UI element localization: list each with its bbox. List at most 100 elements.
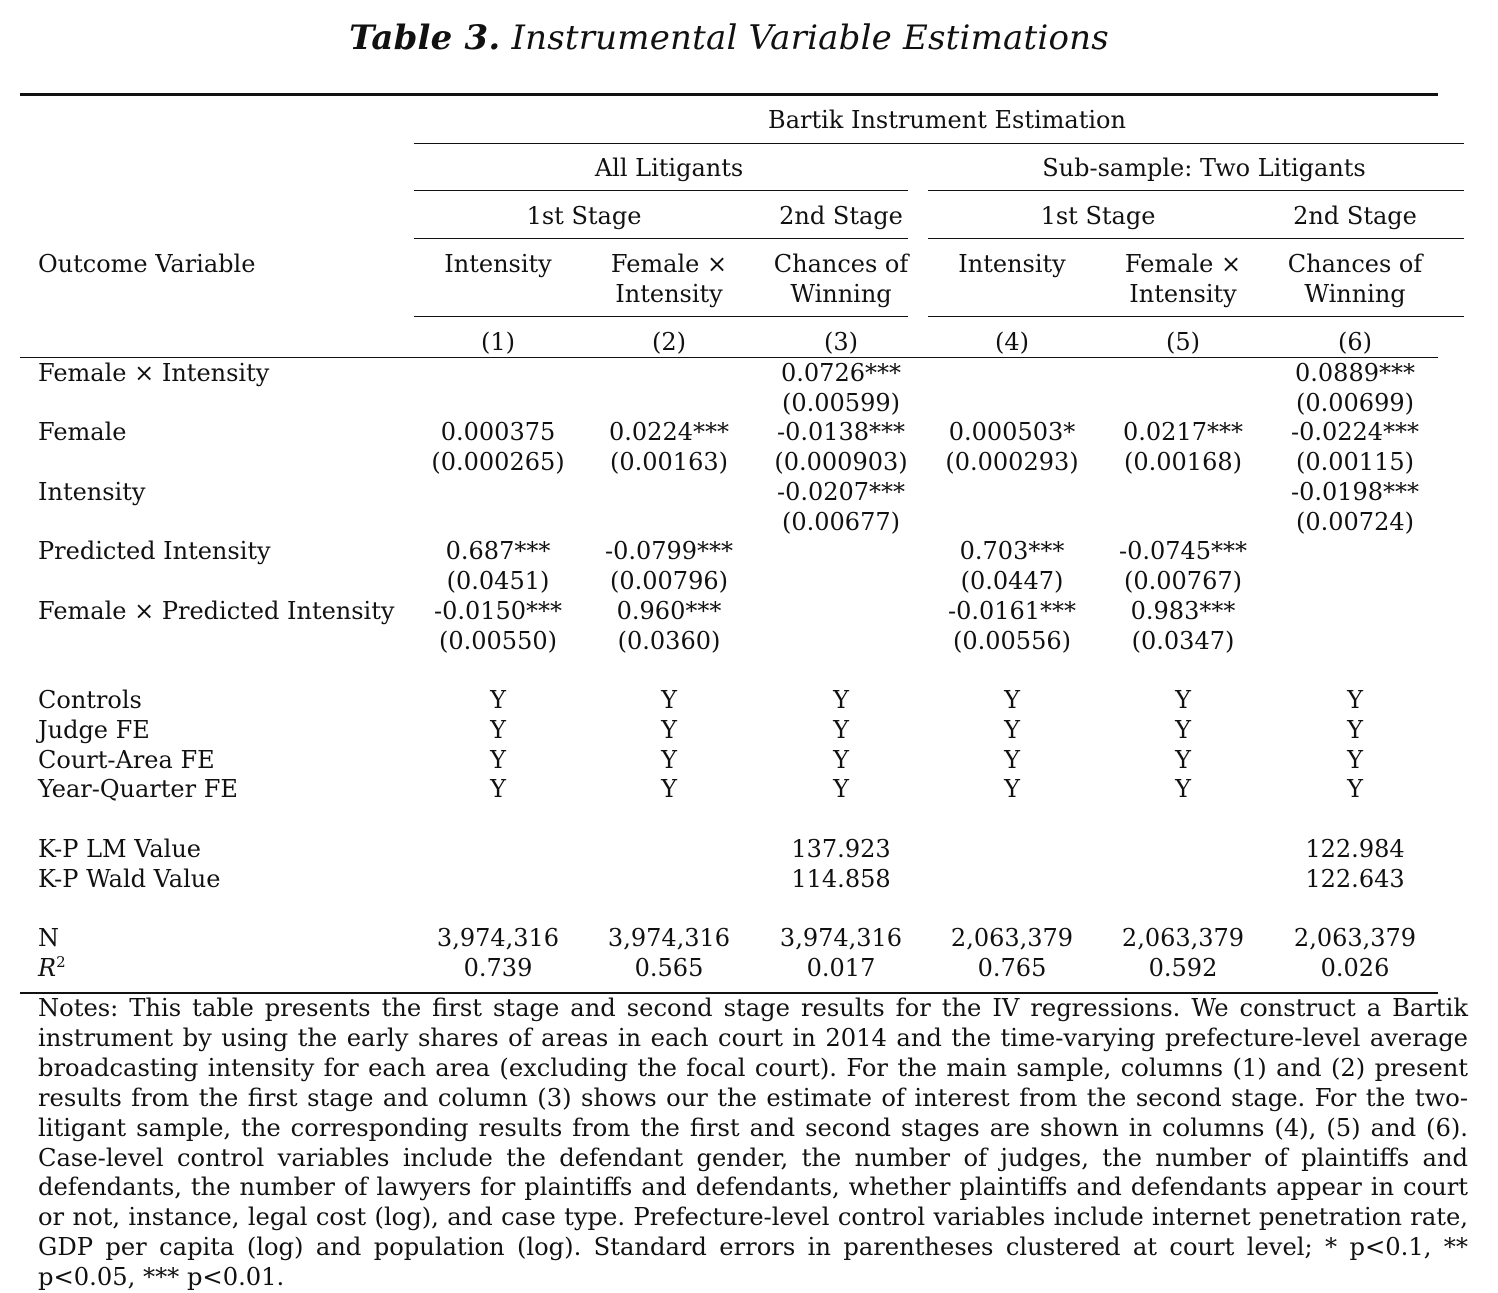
fe-cell: Y xyxy=(661,746,677,774)
outcome-col-2: Intensity xyxy=(615,280,723,308)
fe-cell: Y xyxy=(490,746,506,774)
se-cell: (0.0360) xyxy=(617,627,721,655)
header-rule-stage-2 xyxy=(928,238,1464,239)
fe-label: Court-Area FE xyxy=(38,746,215,774)
fe-cell: Y xyxy=(1347,716,1363,744)
se-cell: (0.00115) xyxy=(1296,448,1414,476)
stat-cell: 0.565 xyxy=(634,954,704,982)
stat-cell: 0.765 xyxy=(977,954,1047,982)
table-title: Table 3. Instrumental Variable Estimatio… xyxy=(349,18,1109,58)
fe-cell: Y xyxy=(1004,686,1020,714)
stat-cell: 0.017 xyxy=(806,954,876,982)
row-label: Predicted Intensity xyxy=(38,537,271,565)
kp-label: K-P Wald Value xyxy=(38,865,221,893)
stat-label-text: N xyxy=(38,924,59,952)
coef-cell: 0.0224*** xyxy=(609,418,729,446)
coef-cell: -0.0224*** xyxy=(1290,418,1420,446)
coef-cell: 0.000375 xyxy=(440,418,556,446)
coef-cell: 0.983*** xyxy=(1130,597,1236,625)
outcome-variable-label: Outcome Variable xyxy=(38,250,256,278)
se-cell: (0.0447) xyxy=(960,567,1064,595)
fe-cell: Y xyxy=(661,686,677,714)
fe-cell: Y xyxy=(661,775,677,803)
se-cell: (0.000293) xyxy=(945,448,1079,476)
se-cell: (0.00796) xyxy=(610,567,728,595)
se-cell: (0.0451) xyxy=(446,567,550,595)
se-cell: (0.00767) xyxy=(1124,567,1242,595)
kp-label: K-P LM Value xyxy=(38,835,201,863)
stat-label: N xyxy=(38,923,59,953)
col-number-6: (6) xyxy=(1338,328,1372,356)
kp-cell: 137.923 xyxy=(791,835,891,863)
stat-cell: 2,063,379 xyxy=(950,924,1074,952)
fe-cell: Y xyxy=(1004,746,1020,774)
header-rule-group-2 xyxy=(928,190,1464,191)
header-rule-1 xyxy=(414,143,1464,144)
outcome-col-5: Female × xyxy=(1124,250,1242,278)
stat-label-sup: 2 xyxy=(56,953,66,971)
se-cell: (0.00599) xyxy=(782,389,900,417)
coef-cell: 0.0217*** xyxy=(1123,418,1243,446)
se-cell: (0.0347) xyxy=(1131,627,1235,655)
se-cell: (0.00677) xyxy=(782,508,900,536)
header-rule-outcome-2 xyxy=(928,316,1464,317)
stage-label-1: 1st Stage xyxy=(526,202,642,230)
outcome-col-1: Intensity xyxy=(444,250,552,278)
stat-cell: 0.592 xyxy=(1148,954,1218,982)
table-notes: Notes: This table presents the first sta… xyxy=(38,994,1468,1292)
stat-cell: 3,974,316 xyxy=(436,924,560,952)
stat-cell: 0.739 xyxy=(463,954,533,982)
se-cell: (0.00556) xyxy=(953,627,1071,655)
coef-cell: -0.0745*** xyxy=(1118,537,1248,565)
coef-cell: 0.687*** xyxy=(445,537,551,565)
col-number-4: (4) xyxy=(995,328,1029,356)
col-number-2: (2) xyxy=(652,328,686,356)
fe-cell: Y xyxy=(490,686,506,714)
stat-cell: 3,974,316 xyxy=(607,924,731,952)
group-label-sub: Sub-sample: Two Litigants xyxy=(1042,154,1366,182)
outcome-col-3: Chances of xyxy=(773,250,909,278)
header-top: Bartik Instrument Estimation xyxy=(768,106,1126,134)
header-rule-outcome-1 xyxy=(414,316,908,317)
stage-label-4: 2nd Stage xyxy=(1293,202,1417,230)
fe-cell: Y xyxy=(833,775,849,803)
fe-cell: Y xyxy=(833,716,849,744)
kp-cell: 114.858 xyxy=(791,865,891,893)
se-cell: (0.00163) xyxy=(610,448,728,476)
header-rule-stage-1 xyxy=(414,238,908,239)
stage-label-2: 2nd Stage xyxy=(779,202,903,230)
outcome-col-4: Intensity xyxy=(958,250,1066,278)
fe-cell: Y xyxy=(661,716,677,744)
stat-cell: 0.026 xyxy=(1320,954,1390,982)
fe-cell: Y xyxy=(1347,686,1363,714)
fe-cell: Y xyxy=(833,746,849,774)
se-cell: (0.00168) xyxy=(1124,448,1242,476)
coef-cell: -0.0207*** xyxy=(776,478,906,506)
outcome-col-6: Winning xyxy=(1304,280,1406,308)
fe-cell: Y xyxy=(1347,775,1363,803)
coef-cell: -0.0198*** xyxy=(1290,478,1420,506)
fe-cell: Y xyxy=(1347,746,1363,774)
top-rule xyxy=(20,93,1438,96)
stage-label-3: 1st Stage xyxy=(1040,202,1156,230)
coef-cell: -0.0150*** xyxy=(433,597,563,625)
kp-cell: 122.984 xyxy=(1305,835,1405,863)
fe-label: Judge FE xyxy=(38,716,150,744)
se-cell: (0.000265) xyxy=(431,448,565,476)
row-label: Female xyxy=(38,418,127,446)
fe-cell: Y xyxy=(1175,686,1191,714)
coef-cell: 0.960*** xyxy=(616,597,722,625)
fe-label: Year-Quarter FE xyxy=(38,775,238,803)
stat-label-text: R xyxy=(38,954,57,982)
coef-cell: -0.0799*** xyxy=(604,537,734,565)
group-label-all: All Litigants xyxy=(594,154,744,182)
coef-cell: -0.0161*** xyxy=(947,597,1077,625)
fe-cell: Y xyxy=(1175,775,1191,803)
coef-cell: -0.0138*** xyxy=(776,418,906,446)
stat-cell: 2,063,379 xyxy=(1121,924,1245,952)
outcome-col-5: Intensity xyxy=(1129,280,1237,308)
col-number-1: (1) xyxy=(481,328,515,356)
col-number-3: (3) xyxy=(824,328,858,356)
row-label: Intensity xyxy=(38,478,146,506)
kp-cell: 122.643 xyxy=(1305,865,1405,893)
